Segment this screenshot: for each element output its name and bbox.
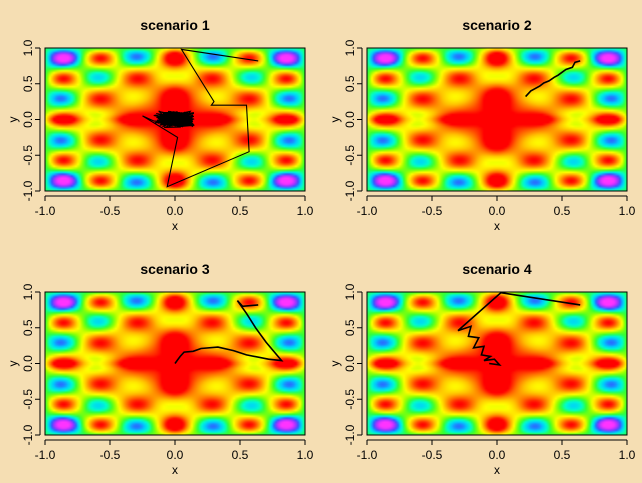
panel-title: scenario 2 bbox=[462, 17, 531, 33]
x-tick-label: 0.0 bbox=[167, 204, 184, 218]
x-tick-label: 0.5 bbox=[232, 448, 249, 462]
x-tick-label: -1.0 bbox=[35, 448, 56, 462]
y-tick-label: -0.5 bbox=[343, 389, 357, 410]
panel-1: scenario 1 -1.0 -0.5 0.0 0.5 1.0 -1.0 -0.5 0.0 0.… bbox=[6, 17, 314, 233]
panel-2: scenario 2 -1.0 -0.5 0.0 0.5 1.0 -1.0 -0.5 0.0 0.… bbox=[328, 17, 636, 233]
x-tick-label: 1.0 bbox=[297, 448, 314, 462]
y-tick-label: 0.0 bbox=[21, 111, 35, 128]
plot-frame bbox=[366, 291, 628, 436]
y-tick-label: 1.0 bbox=[21, 39, 35, 56]
trajectory-line bbox=[142, 48, 259, 188]
x-tick-label: 1.0 bbox=[619, 204, 636, 218]
y-tick-label: 0.0 bbox=[343, 355, 357, 372]
y-tick-label: 1.0 bbox=[343, 39, 357, 56]
trajectory-line bbox=[174, 300, 284, 364]
x-tick-label: 0.5 bbox=[554, 448, 571, 462]
x-axis-label: x bbox=[172, 219, 178, 233]
x-tick-label: 1.0 bbox=[619, 448, 636, 462]
panel-title: scenario 1 bbox=[140, 17, 209, 33]
x-tick-label: -0.5 bbox=[422, 204, 443, 218]
y-axis-label: y bbox=[6, 361, 20, 367]
y-tick-label: -0.5 bbox=[21, 145, 35, 166]
x-tick-label: 1.0 bbox=[297, 204, 314, 218]
y-tick-label: 0.5 bbox=[343, 75, 357, 92]
trajectory-line bbox=[525, 60, 581, 98]
x-axis-label: x bbox=[494, 219, 500, 233]
x-tick-label: -0.5 bbox=[100, 448, 121, 462]
plot-frame bbox=[44, 291, 306, 436]
panel-4: scenario 4 -1.0 -0.5 0.0 0.5 1.0 -1.0 -0.5 0.0 0.… bbox=[328, 261, 636, 477]
y-tick-label: 1.0 bbox=[21, 283, 35, 300]
heatmap-background bbox=[367, 292, 627, 435]
y-tick-label: 0.0 bbox=[21, 355, 35, 372]
y-tick-label: 0.5 bbox=[343, 319, 357, 336]
x-tick-label: 0.5 bbox=[554, 204, 571, 218]
plot-frame bbox=[44, 47, 306, 192]
y-tick-label: -1.0 bbox=[343, 180, 357, 201]
trajectory-line bbox=[457, 292, 581, 366]
x-tick-label: -1.0 bbox=[357, 448, 378, 462]
y-axis-label: y bbox=[328, 117, 342, 123]
x-tick-label: 0.0 bbox=[489, 204, 506, 218]
x-tick-label: 0.0 bbox=[489, 448, 506, 462]
y-tick-label: 0.0 bbox=[343, 111, 357, 128]
panel-3: scenario 3 -1.0 -0.5 0.0 0.5 1.0 -1.0 -0.5 0.0 0.… bbox=[6, 261, 314, 477]
x-tick-label: 0.0 bbox=[167, 448, 184, 462]
panel-title: scenario 3 bbox=[140, 261, 209, 277]
y-tick-label: -1.0 bbox=[343, 424, 357, 445]
x-tick-label: 0.5 bbox=[232, 204, 249, 218]
y-tick-label: 0.5 bbox=[21, 75, 35, 92]
y-tick-label: -1.0 bbox=[21, 180, 35, 201]
y-axis-label: y bbox=[328, 361, 342, 367]
y-tick-label: -0.5 bbox=[21, 389, 35, 410]
panel-title: scenario 4 bbox=[462, 261, 531, 277]
x-tick-label: -0.5 bbox=[422, 448, 443, 462]
x-tick-label: -1.0 bbox=[357, 204, 378, 218]
y-tick-label: 0.5 bbox=[21, 319, 35, 336]
x-axis-label: x bbox=[172, 463, 178, 477]
y-tick-label: 1.0 bbox=[343, 283, 357, 300]
x-axis-label: x bbox=[494, 463, 500, 477]
x-tick-label: -0.5 bbox=[100, 204, 121, 218]
heatmap-background bbox=[367, 48, 627, 191]
y-axis-label: y bbox=[6, 117, 20, 123]
x-tick-label: -1.0 bbox=[35, 204, 56, 218]
plot-frame bbox=[366, 47, 628, 192]
y-tick-label: -1.0 bbox=[21, 424, 35, 445]
y-tick-label: -0.5 bbox=[343, 145, 357, 166]
